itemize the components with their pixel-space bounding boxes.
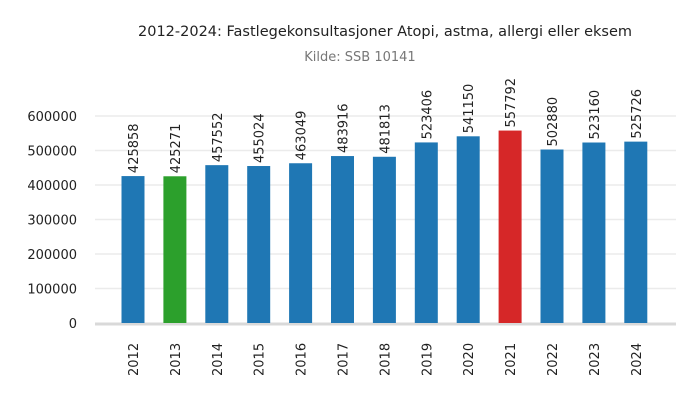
x-tick-label: 2017 <box>337 343 352 376</box>
data-label: 455024 <box>253 113 268 163</box>
data-label: 557792 <box>504 78 519 128</box>
y-tick-label: 100000 <box>27 283 77 298</box>
bar-2023 <box>582 142 606 323</box>
bar-2019 <box>414 142 438 323</box>
data-label: 463049 <box>295 111 310 161</box>
bar-2021 <box>498 130 522 323</box>
data-label: 457552 <box>211 113 226 163</box>
data-label: 483916 <box>337 103 352 153</box>
chart-subtitle: Kilde: SSB 10141 <box>304 50 415 65</box>
y-tick-label: 300000 <box>27 214 77 229</box>
x-tick-label: 2016 <box>295 343 310 376</box>
bar-2020 <box>456 136 480 323</box>
bar-2017 <box>331 156 354 323</box>
y-tick-label: 0 <box>69 317 77 332</box>
bar-2024 <box>624 141 648 323</box>
data-label: 481813 <box>378 104 393 154</box>
bar-2012 <box>121 176 145 323</box>
x-tick-label: 2012 <box>127 343 142 376</box>
data-label: 541150 <box>462 84 477 134</box>
x-tick-label: 2023 <box>588 343 603 376</box>
data-label: 425271 <box>169 124 184 174</box>
data-label: 525726 <box>630 89 645 139</box>
x-tick-label: 2022 <box>546 343 561 376</box>
data-label: 425858 <box>127 123 142 173</box>
x-tick-label: 2020 <box>462 343 477 376</box>
bar-2016 <box>289 163 313 323</box>
y-tick-label: 200000 <box>27 248 77 263</box>
x-tick-label: 2021 <box>504 343 519 376</box>
x-tick-label: 2014 <box>211 343 226 376</box>
bar-2022 <box>540 149 564 323</box>
bar-2015 <box>247 166 271 323</box>
chart-title: 2012-2024: Fastlegekonsultasjoner Atopi,… <box>138 24 632 40</box>
bar-2018 <box>372 156 396 323</box>
y-tick-label: 400000 <box>27 179 77 194</box>
data-label: 523160 <box>588 90 603 140</box>
x-tick-label: 2019 <box>420 343 435 376</box>
x-tick-label: 2013 <box>169 343 184 376</box>
bar-2013 <box>163 176 187 323</box>
y-tick-label: 600000 <box>27 110 77 125</box>
y-tick-label: 500000 <box>27 145 77 160</box>
x-tick-label: 2024 <box>630 343 645 376</box>
data-label: 523406 <box>420 90 435 140</box>
x-tick-label: 2015 <box>253 343 268 376</box>
bar-2014 <box>205 165 229 323</box>
data-label: 502880 <box>546 97 561 147</box>
x-tick-label: 2018 <box>378 343 393 376</box>
